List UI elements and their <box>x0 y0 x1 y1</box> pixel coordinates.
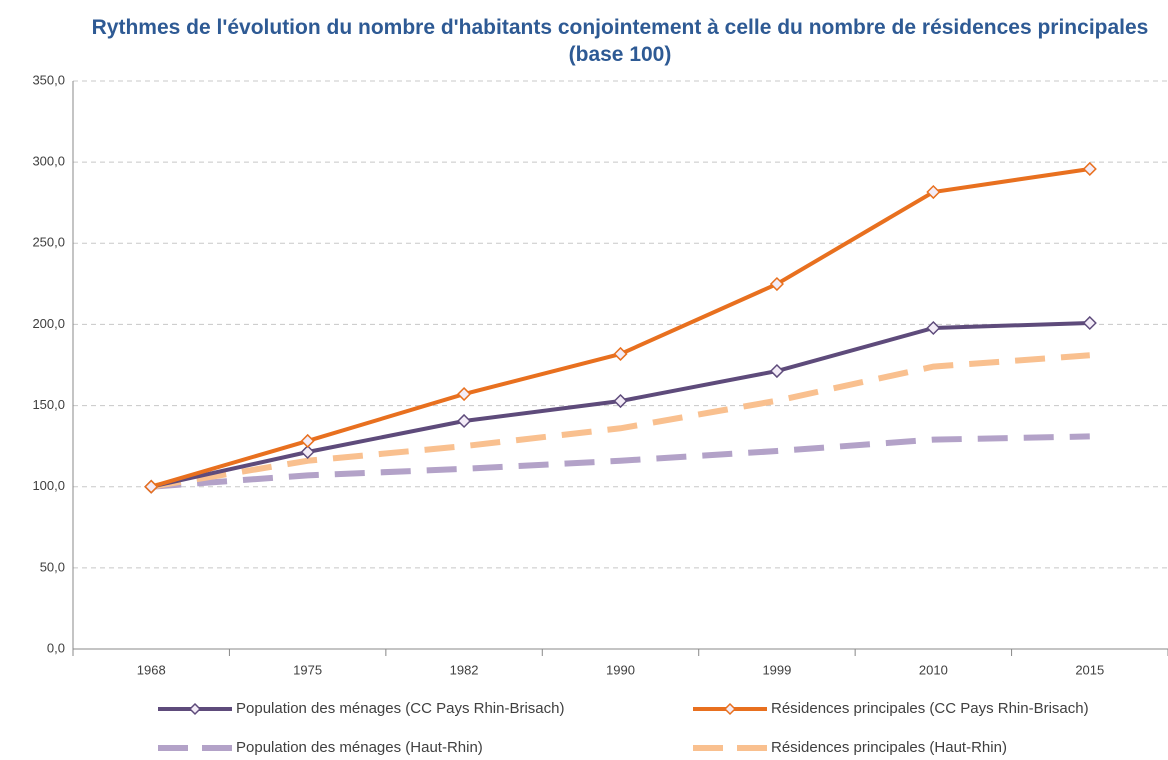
marker <box>300 444 315 460</box>
marker <box>300 433 315 449</box>
marker <box>457 386 472 402</box>
x-tick-label: 2010 <box>919 662 948 677</box>
y-tick-label: 250,0 <box>32 235 65 250</box>
marker <box>723 702 737 716</box>
marker <box>769 276 784 292</box>
marker <box>613 346 628 362</box>
chart-title: Rythmes de l'évolution du nombre d'habit… <box>91 16 1149 66</box>
legend-label: Population des ménages (Haut-Rhin) <box>236 739 483 756</box>
y-tick-label: 300,0 <box>32 154 65 169</box>
marker <box>769 363 784 379</box>
marker <box>926 184 941 200</box>
y-tick-label: 50,0 <box>40 559 65 574</box>
x-tick-label: 1999 <box>762 662 791 677</box>
y-tick-label: 100,0 <box>32 478 65 493</box>
x-tick-label: 1968 <box>137 662 166 677</box>
y-tick-label: 0,0 <box>47 640 65 655</box>
marker <box>926 320 941 336</box>
y-tick-label: 350,0 <box>32 72 65 87</box>
legend-label: Résidences principales (Haut-Rhin) <box>771 739 1007 756</box>
marker <box>457 413 472 429</box>
legend-label: Résidences principales (CC Pays Rhin-Bri… <box>771 700 1089 717</box>
marker <box>144 479 159 494</box>
y-tick-label: 150,0 <box>32 397 65 412</box>
x-tick-label: 2015 <box>1075 662 1104 677</box>
series-line <box>150 433 1090 490</box>
y-tick-label: 200,0 <box>32 316 65 331</box>
marker <box>613 393 628 409</box>
marker <box>188 702 202 716</box>
x-tick-label: 1975 <box>293 662 322 677</box>
marker <box>1082 161 1097 177</box>
x-tick-label: 1990 <box>606 662 635 677</box>
marker <box>1082 315 1097 331</box>
series-line <box>150 352 1091 490</box>
x-tick-label: 1982 <box>450 662 479 677</box>
legend-label: Population des ménages (CC Pays Rhin-Bri… <box>236 700 564 717</box>
